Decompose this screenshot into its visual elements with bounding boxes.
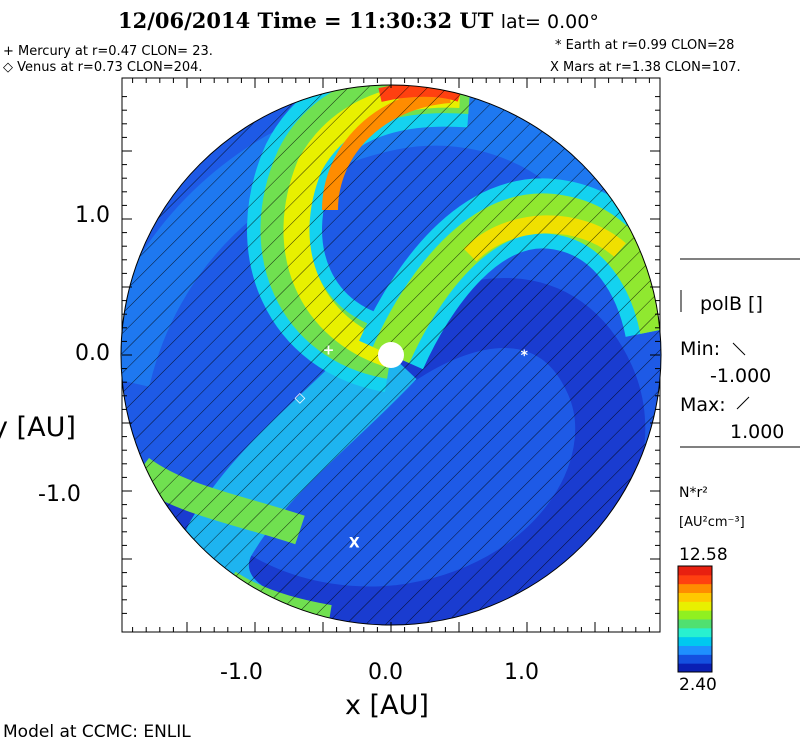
overlay-max-value: 1.000 (730, 421, 785, 443)
planet-marker: * (521, 348, 529, 364)
colorbar-segment (678, 627, 712, 638)
x-axis-label: x [AU] (345, 690, 429, 721)
planet-venus-label: ◇ Venus at r=0.73 CLON=204. (3, 60, 203, 75)
axis-ticks (122, 78, 660, 632)
colorbar-segment (678, 663, 712, 673)
planet-mars-label: X Mars at r=1.38 CLON=107. (550, 60, 741, 75)
model-credit: Model at CCMC: ENLIL (3, 722, 191, 742)
y-axis-label: y [AU] (0, 412, 76, 443)
xtick-label: -1.0 (220, 660, 263, 685)
colorbar-segment (678, 654, 712, 664)
colorbar-segment (678, 566, 712, 576)
overlay-max-label: Max: (680, 394, 726, 416)
ytick-label: -1.0 (38, 482, 81, 507)
planet-earth-label: * Earth at r=0.99 CLON=28 (555, 38, 735, 53)
colorbar-segment (678, 636, 712, 646)
xtick-label: 0.0 (368, 660, 403, 685)
planet-marker: ◇ (294, 390, 305, 406)
planet-marker: X (349, 536, 360, 552)
sun-disk (378, 342, 404, 368)
colorbar-segment (678, 619, 712, 629)
ytick-label: 0.0 (75, 341, 110, 366)
colorbar-min: 2.40 (679, 675, 717, 695)
colorbar-segment (678, 574, 712, 585)
colorbar-quantity: N*r² (679, 485, 708, 501)
min-hatch-icon (732, 342, 746, 356)
colorbar-max: 12.58 (679, 545, 728, 565)
colorbar-units: [AU²cm⁻³] (679, 515, 745, 530)
max-hatch-icon (736, 396, 750, 410)
colorbar-segment (678, 610, 712, 620)
colorbar (678, 566, 712, 673)
planet-markers: + ◇ * X (294, 343, 528, 552)
plot-title: 12/06/2014 Time = 11:30:32 UT lat= 0.00° (118, 8, 599, 33)
colorbar-segment (678, 645, 712, 655)
ytick-label: 1.0 (75, 203, 110, 228)
planet-marker: + (323, 343, 335, 359)
planet-mercury-label: + Mercury at r=0.47 CLON= 23. (3, 44, 213, 59)
overlay-name: polB [] (700, 293, 763, 315)
overlay-min-value: -1.000 (710, 365, 772, 387)
xtick-label: 1.0 (504, 660, 539, 685)
overlay-min-label: Min: (680, 338, 721, 360)
colorbar-segment (678, 601, 712, 611)
colorbar-segment (678, 583, 712, 593)
colorbar-segment (678, 592, 712, 602)
